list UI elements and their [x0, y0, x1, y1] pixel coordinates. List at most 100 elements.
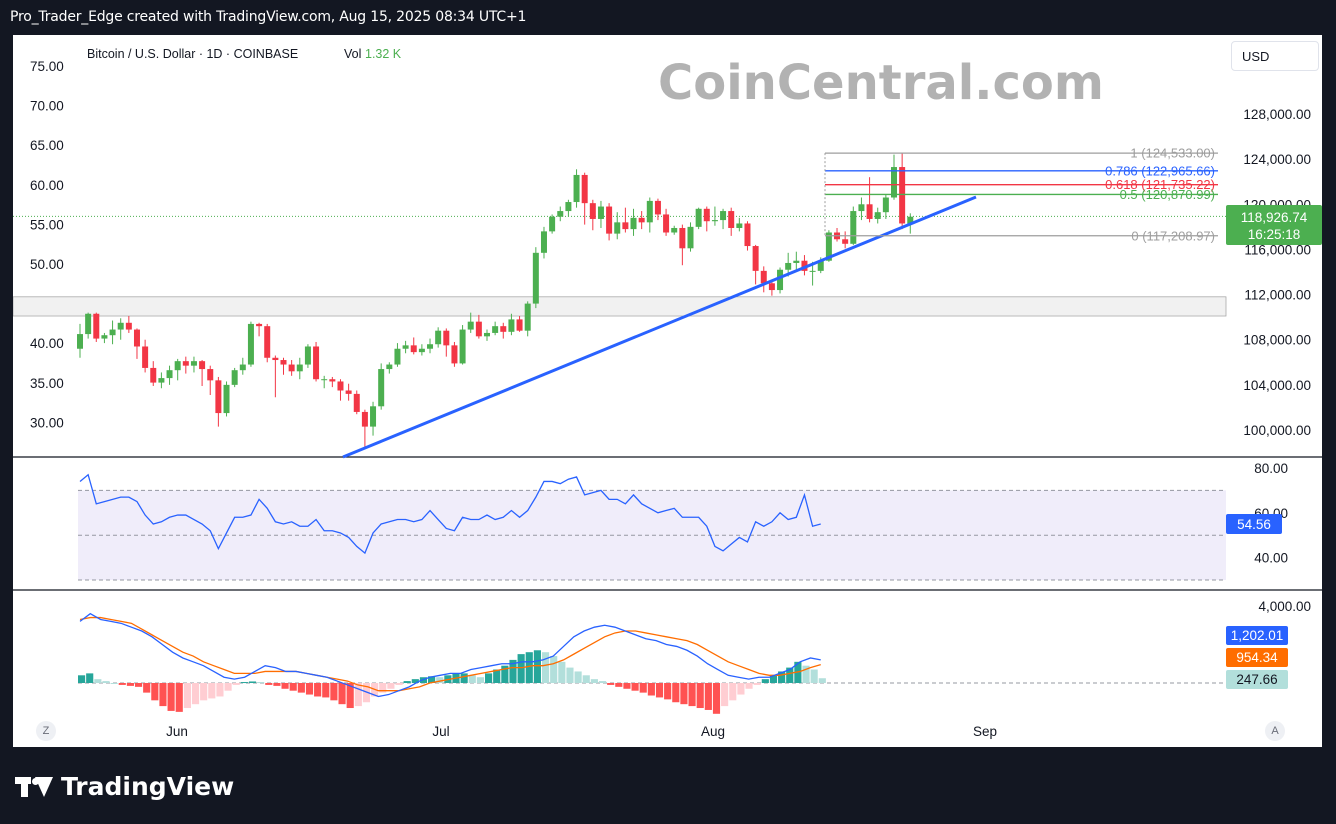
candle-body: [760, 270, 767, 284]
candle-body: [630, 217, 637, 230]
rsi-line: [79, 473, 821, 555]
macd-histogram-bar: [737, 683, 745, 695]
macd-histogram-bar: [403, 681, 411, 683]
time-axis-label: Aug: [701, 724, 725, 739]
macd-histogram-bar: [265, 683, 273, 685]
current-price-label: 118,926.74: [1241, 210, 1308, 225]
candle-body: [215, 380, 222, 414]
candle-body: [345, 390, 352, 394]
macd-histogram-bar: [330, 683, 338, 701]
candle-body: [557, 211, 564, 217]
macd-histogram-bar: [305, 683, 314, 695]
currency-label: USD: [1242, 48, 1270, 64]
time-axis-label: Jun: [166, 724, 188, 739]
macd-histogram-bar: [655, 683, 664, 698]
candle-body: [614, 222, 621, 234]
candle-body: [500, 326, 507, 332]
candle-body: [720, 211, 727, 221]
macd-histogram-bar: [175, 683, 183, 712]
candle-body: [484, 332, 490, 337]
tradingview-logo[interactable]: TradingView: [15, 772, 234, 801]
candle-body: [687, 226, 694, 249]
left-axis-tick: 40.00: [30, 336, 64, 351]
candle-body: [825, 232, 832, 261]
candle-body: [321, 379, 328, 381]
macd-histogram-bar: [379, 683, 387, 693]
bar-countdown-label: 16:25:18: [1248, 227, 1301, 242]
candle-body: [190, 361, 197, 366]
rsi-axis-tick: 80.00: [1254, 461, 1288, 476]
macd-histogram-bar: [354, 683, 362, 707]
candle-body: [231, 370, 238, 385]
candle-body: [158, 378, 165, 383]
macd-histogram-bar: [721, 683, 729, 707]
candle-body: [663, 214, 670, 233]
macd-histogram-bar: [550, 656, 558, 683]
macd-histogram-bar: [558, 661, 566, 683]
macd-histogram-bar: [183, 683, 191, 709]
macd-value-badge: [1226, 626, 1288, 645]
candle-body: [508, 319, 515, 332]
candle-body: [565, 202, 572, 212]
candle-body: [451, 345, 458, 364]
candle-body: [443, 330, 450, 346]
candle-body: [801, 260, 808, 271]
auto-scale-button[interactable]: A: [1265, 721, 1285, 741]
candle-body: [573, 174, 580, 203]
candle-body: [93, 313, 100, 339]
macd-histogram-bar: [647, 683, 655, 696]
candle-body: [370, 406, 377, 427]
candle-body: [386, 364, 393, 370]
chart-panel[interactable]: Bitcoin / U.S. Dollar · 1D · COINBASE Vol…: [13, 35, 1322, 747]
candle-body: [711, 220, 718, 222]
currency-selector[interactable]: USD: [1231, 41, 1319, 71]
candle-body: [524, 303, 531, 331]
macd-histogram-bar: [761, 679, 769, 683]
candle-body: [264, 326, 271, 358]
candle-body: [142, 346, 149, 368]
candle-body: [418, 348, 425, 353]
left-axis-tick: 70.00: [30, 99, 64, 114]
candle-body: [874, 212, 881, 219]
macd-histogram-bar: [159, 683, 167, 707]
fib-level-label: 0.618 (121,735.22): [1105, 177, 1215, 192]
hist-value-badge: [1226, 670, 1288, 689]
candle-body: [288, 364, 295, 372]
macd-histogram-bar: [126, 683, 134, 686]
candle-body: [394, 348, 401, 365]
macd-histogram-bar: [598, 681, 607, 683]
candle-body: [133, 329, 140, 347]
macd-histogram-bar: [232, 683, 240, 685]
macd-histogram-bar: [134, 683, 143, 687]
tradingview-icon: [15, 775, 53, 799]
macd-histogram-bar: [78, 675, 86, 683]
price-axis-tick: 124,000.00: [1243, 152, 1311, 167]
macd-value-label: 1,202.01: [1231, 628, 1284, 643]
macd-histogram-bar: [615, 683, 623, 687]
price-axis-tick: 108,000.00: [1243, 333, 1311, 348]
macd-histogram-bar: [786, 667, 794, 683]
candle-body: [907, 216, 914, 224]
candle-body: [174, 361, 181, 371]
candle-body: [353, 393, 360, 412]
zoom-reset-button[interactable]: Z: [36, 721, 56, 741]
current-price-badge: [1226, 205, 1322, 245]
macd-histogram-bar: [485, 673, 493, 683]
macd-histogram-bar: [631, 683, 639, 691]
macd-histogram-bar: [745, 683, 753, 689]
candle-body: [247, 323, 254, 365]
symbol-legend: Bitcoin / U.S. Dollar · 1D · COINBASE: [87, 47, 298, 61]
time-axis-label: Sep: [973, 724, 997, 739]
candle-body: [785, 262, 792, 270]
candle-body: [866, 204, 873, 219]
chart-canvas[interactable]: Bitcoin / U.S. Dollar · 1D · COINBASE Vol…: [13, 35, 1322, 747]
candle-body: [101, 335, 108, 339]
macd-histogram-bar: [208, 683, 216, 699]
macd-histogram-bar: [248, 681, 257, 683]
left-axis-tick: 65.00: [30, 138, 64, 153]
candle-body: [703, 208, 710, 222]
macd-histogram-bar: [191, 683, 200, 705]
candle-body: [109, 329, 116, 336]
candle-body: [606, 206, 613, 234]
volume-label: Vol: [344, 47, 361, 61]
